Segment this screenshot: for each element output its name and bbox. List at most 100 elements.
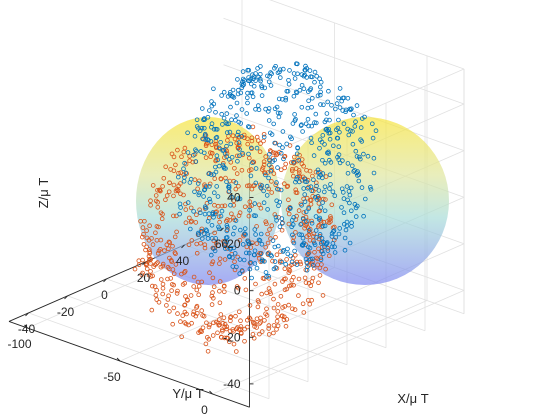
scatter-point bbox=[346, 132, 352, 138]
scatter-point bbox=[197, 190, 202, 196]
scatter-point bbox=[156, 248, 162, 254]
scatter-point bbox=[283, 323, 289, 329]
scatter-point bbox=[286, 197, 291, 203]
scatter-point bbox=[258, 315, 263, 321]
scatter-point bbox=[170, 243, 175, 249]
scatter-point bbox=[343, 227, 349, 233]
scatter-point bbox=[293, 89, 299, 95]
scatter-point bbox=[217, 219, 222, 225]
scatter-point bbox=[275, 110, 281, 116]
scatter-point bbox=[212, 202, 217, 208]
scatter-point bbox=[188, 293, 194, 298]
scatter-point bbox=[196, 292, 202, 298]
scatter-point bbox=[238, 324, 244, 329]
scatter-point bbox=[290, 173, 296, 179]
scatter-point bbox=[303, 121, 309, 127]
scatter-point bbox=[300, 129, 305, 134]
scatter-point bbox=[356, 178, 362, 184]
scatter-point bbox=[191, 209, 196, 214]
scatter-point bbox=[275, 186, 280, 192]
scatter-point bbox=[222, 324, 228, 330]
scatter-point bbox=[209, 124, 214, 130]
scatter-point bbox=[326, 88, 331, 94]
scatter-point bbox=[342, 235, 348, 241]
scatter-point bbox=[310, 256, 315, 262]
x-tick-label: 0 bbox=[101, 288, 108, 302]
scatter-point bbox=[203, 205, 209, 211]
scatter-point bbox=[336, 117, 341, 123]
scatter-point bbox=[182, 280, 188, 286]
scatter-point bbox=[236, 184, 241, 189]
scatter-point bbox=[207, 322, 212, 328]
scatter-point bbox=[162, 248, 167, 253]
scatter-point bbox=[264, 193, 270, 198]
scatter-point bbox=[295, 174, 300, 180]
scatter-point bbox=[318, 220, 324, 225]
x-tick-label: -40 bbox=[18, 322, 36, 336]
scatter-point bbox=[148, 274, 154, 279]
scatter-point bbox=[221, 89, 227, 95]
scatter-point bbox=[232, 136, 238, 142]
scatter-point bbox=[358, 137, 363, 143]
scatter-point bbox=[209, 261, 215, 267]
scatter-point bbox=[312, 242, 318, 248]
scatter-point bbox=[317, 92, 323, 98]
scatter-point bbox=[237, 196, 243, 202]
scatter-point bbox=[312, 194, 318, 200]
scatter-point bbox=[342, 247, 348, 253]
scatter-point bbox=[327, 117, 332, 123]
scatter-point bbox=[313, 180, 319, 186]
scatter-point bbox=[280, 129, 286, 134]
scatter-point bbox=[355, 169, 360, 174]
scatter-point bbox=[354, 154, 360, 159]
scatter-point bbox=[273, 182, 279, 188]
scatter-point bbox=[226, 156, 232, 162]
scatter-point bbox=[160, 285, 166, 291]
scatter-point bbox=[358, 125, 364, 130]
scatter-point bbox=[183, 170, 189, 176]
scatter-point bbox=[305, 105, 311, 111]
scatter-point bbox=[200, 136, 205, 142]
scatter-point bbox=[322, 208, 328, 214]
scatter-point bbox=[284, 141, 290, 147]
scatter-point bbox=[205, 137, 210, 142]
scatter-point bbox=[290, 232, 295, 238]
scatter-point bbox=[256, 202, 262, 208]
scatter-point bbox=[371, 155, 377, 161]
scatter-point bbox=[261, 200, 267, 206]
scatter-point bbox=[288, 160, 294, 165]
scatter-point bbox=[186, 322, 191, 328]
scatter-point bbox=[253, 232, 258, 237]
scatter-point bbox=[247, 124, 252, 130]
scatter-point bbox=[310, 194, 316, 199]
scatter-point bbox=[211, 320, 216, 326]
scatter-point bbox=[200, 313, 205, 318]
scatter-point bbox=[228, 90, 233, 95]
scatter-point bbox=[144, 266, 150, 272]
scatter-point bbox=[198, 210, 203, 216]
scatter-point bbox=[322, 142, 327, 147]
scatter-point bbox=[299, 232, 305, 238]
scatter-point bbox=[171, 282, 177, 288]
scatter-point bbox=[274, 198, 280, 204]
scatter-point bbox=[345, 96, 351, 101]
scatter-point bbox=[297, 179, 302, 185]
scatter-point bbox=[282, 165, 288, 171]
scatter-point bbox=[296, 170, 302, 176]
scatter-point bbox=[167, 309, 172, 314]
scatter-point bbox=[284, 257, 289, 262]
scatter-point bbox=[232, 166, 237, 171]
scatter-point bbox=[306, 228, 312, 233]
scatter-point bbox=[217, 261, 222, 266]
scatter-point bbox=[245, 183, 250, 189]
scatter-point bbox=[258, 78, 263, 84]
scatter-point bbox=[177, 211, 182, 217]
scatter-point bbox=[154, 287, 160, 293]
scatter-point bbox=[345, 161, 351, 166]
scatter-point bbox=[285, 246, 290, 252]
scatter-point bbox=[303, 209, 309, 215]
scatter-point bbox=[302, 275, 308, 281]
scatter-point bbox=[149, 236, 154, 241]
scatter-point bbox=[318, 205, 324, 210]
scatter-point bbox=[293, 117, 298, 122]
